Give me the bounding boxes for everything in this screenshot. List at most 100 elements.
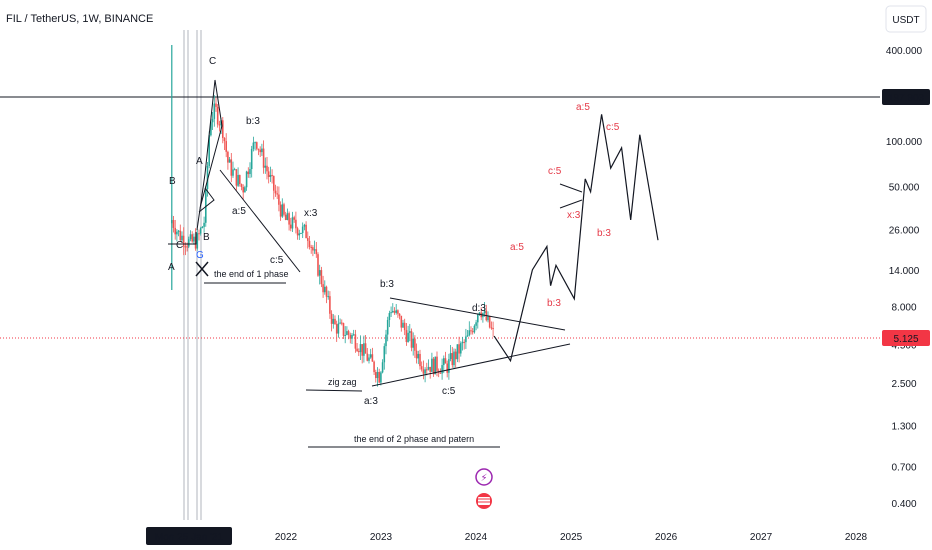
candle-body <box>407 332 409 342</box>
wave-label-b-left: B <box>169 176 176 187</box>
candle-body <box>471 331 474 333</box>
candle-body <box>289 224 292 229</box>
candle-body <box>361 344 363 356</box>
candle-body <box>327 296 329 298</box>
candle-body <box>476 314 479 323</box>
candle-body <box>204 189 207 223</box>
price-axis[interactable]: 400.000100.00050.00026.00014.0008.0004.5… <box>880 0 932 520</box>
candle-body <box>346 331 348 335</box>
time-tick-2022: 2022 <box>275 532 298 543</box>
candle-body <box>395 310 397 313</box>
level-badge: 197.903 <box>882 89 930 105</box>
candle-body <box>427 366 430 370</box>
event-icon-lightning[interactable]: ⚡ <box>475 468 493 486</box>
candle-body <box>371 354 374 362</box>
candle-body <box>279 204 282 217</box>
time-cursor-text: Mon 25 Jan '21 <box>155 532 224 543</box>
proj-label-c5-2: c:5 <box>606 122 620 133</box>
candle-body <box>238 175 241 185</box>
wave-label-x3: x:3 <box>304 208 318 219</box>
candle-body <box>176 231 178 235</box>
candle-body <box>310 246 312 248</box>
candle-body <box>402 322 404 328</box>
candle-body <box>456 344 459 360</box>
candle-body <box>174 227 176 235</box>
trend-lines <box>168 79 583 448</box>
candle-body <box>298 233 301 236</box>
candle-body <box>272 176 275 191</box>
candle-body <box>325 286 328 297</box>
candle-body <box>223 137 226 142</box>
candle-body <box>419 353 421 367</box>
wave-label-b-mid: B <box>203 232 210 243</box>
candle-body <box>230 159 233 176</box>
proj-label-b3-2: b:3 <box>597 228 611 239</box>
price-tick-9: 0.700 <box>891 462 916 473</box>
candle-body <box>349 334 352 339</box>
candle-body <box>429 366 431 372</box>
candle-body <box>376 371 379 379</box>
candle-body <box>359 344 362 353</box>
candle-body <box>414 338 416 351</box>
candle-body <box>391 310 394 313</box>
candle-body <box>320 270 323 285</box>
time-axis[interactable]: 2022 2023 2024 2025 2026 2027 2028 <box>0 520 932 550</box>
candle-body <box>267 171 270 177</box>
candle-body <box>410 331 413 348</box>
candle-body <box>186 246 188 248</box>
candle-body <box>196 233 199 249</box>
wave-label-a5: a:5 <box>232 206 246 217</box>
candle-body <box>330 313 333 324</box>
candle-body <box>218 124 221 126</box>
candle-body <box>366 353 369 361</box>
candle-body <box>446 363 448 373</box>
candle-body <box>488 316 491 328</box>
wave-label-a3: a:3 <box>364 396 378 407</box>
candle-body <box>483 310 486 314</box>
candle-body <box>177 230 180 232</box>
candle-body <box>420 366 423 370</box>
candle-body <box>453 351 455 366</box>
price-tick-5: 8.000 <box>891 303 916 314</box>
candle-body <box>313 249 316 251</box>
candle-body <box>454 351 457 360</box>
time-tick-2027: 2027 <box>750 532 773 543</box>
candle-body <box>203 222 205 227</box>
currency-button[interactable]: USDT <box>885 5 927 33</box>
annotation-phase2: the end of 2 phase and patern <box>354 434 474 444</box>
candle-body <box>323 286 326 293</box>
candle-body <box>286 213 289 220</box>
candle-body <box>240 184 243 188</box>
candle-body <box>441 365 443 374</box>
proj-label-b3: b:3 <box>547 298 561 309</box>
candle-body <box>425 369 428 371</box>
wave-label-d3: d:3 <box>472 303 486 314</box>
candle-body <box>187 239 190 247</box>
candle-body <box>439 372 442 374</box>
candle-body <box>296 228 299 236</box>
candle-body <box>179 230 182 241</box>
candle-body <box>334 318 336 325</box>
candle-body <box>315 249 318 255</box>
candle-body <box>347 331 350 335</box>
candle-body <box>466 335 469 337</box>
annotation-phase1: the end of 1 phase <box>214 269 289 279</box>
currency-button-label: USDT <box>892 15 919 26</box>
candle-body <box>468 330 471 336</box>
candle-body <box>459 343 462 354</box>
candle-body <box>317 254 319 276</box>
price-tick-10: 0.400 <box>891 499 916 510</box>
proj-label-c5: c:5 <box>548 166 562 177</box>
candle-body <box>305 224 307 239</box>
candle-body <box>264 165 267 168</box>
candle-body <box>487 316 489 321</box>
event-icon-flag[interactable] <box>476 493 492 509</box>
candle-body <box>431 358 433 372</box>
candle-body <box>293 217 295 220</box>
candle-body <box>245 171 248 188</box>
candle-body <box>408 331 411 333</box>
candle-body <box>442 358 445 366</box>
wave-label-c5-2: c:5 <box>442 386 456 397</box>
candle-body <box>288 213 290 225</box>
